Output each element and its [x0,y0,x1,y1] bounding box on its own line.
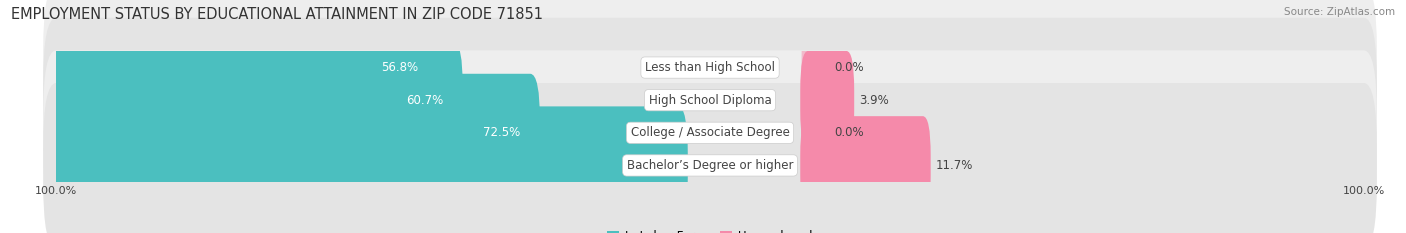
Text: 11.7%: 11.7% [936,159,973,172]
FancyBboxPatch shape [46,74,540,192]
Text: EMPLOYMENT STATUS BY EDUCATIONAL ATTAINMENT IN ZIP CODE 71851: EMPLOYMENT STATUS BY EDUCATIONAL ATTAINM… [11,7,543,22]
FancyBboxPatch shape [46,106,688,224]
FancyBboxPatch shape [801,25,834,110]
FancyBboxPatch shape [801,90,834,175]
Text: 60.7%: 60.7% [406,94,443,107]
Text: High School Diploma: High School Diploma [648,94,772,107]
Legend: In Labor Force, Unemployed: In Labor Force, Unemployed [603,225,817,233]
FancyBboxPatch shape [800,116,931,215]
Text: 0.0%: 0.0% [834,126,863,139]
FancyBboxPatch shape [44,83,1376,233]
Text: Less than High School: Less than High School [645,61,775,74]
FancyBboxPatch shape [800,51,855,149]
FancyBboxPatch shape [46,41,463,159]
Text: Source: ZipAtlas.com: Source: ZipAtlas.com [1284,7,1395,17]
Text: 95.1%: 95.1% [631,159,668,172]
Text: 56.8%: 56.8% [381,61,418,74]
Text: College / Associate Degree: College / Associate Degree [631,126,789,139]
FancyBboxPatch shape [44,0,1376,150]
Text: 0.0%: 0.0% [834,61,863,74]
FancyBboxPatch shape [46,9,437,127]
FancyBboxPatch shape [44,50,1376,215]
Text: 3.9%: 3.9% [859,94,889,107]
Text: 72.5%: 72.5% [484,126,520,139]
Text: Bachelor’s Degree or higher: Bachelor’s Degree or higher [627,159,793,172]
FancyBboxPatch shape [44,18,1376,183]
